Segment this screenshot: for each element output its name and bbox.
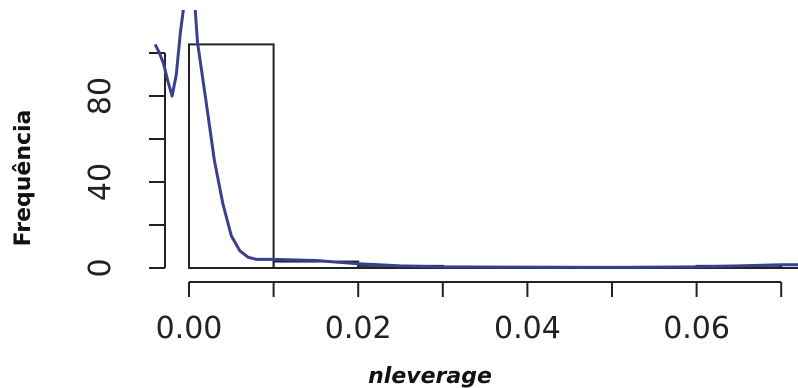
x-tick-label: 0.04 <box>494 311 561 346</box>
x-axis: 0.00 0.02 0.04 0.06 <box>156 281 783 346</box>
x-tick-label: 0.06 <box>663 311 730 346</box>
x-tick-label: 0.00 <box>156 311 223 346</box>
y-axis: 0 40 80 <box>83 52 166 278</box>
y-tick-label: 0 <box>83 258 118 277</box>
y-tick-label: 80 <box>83 77 118 115</box>
x-tick-label: 0.02 <box>325 311 392 346</box>
y-tick-label: 40 <box>83 163 118 201</box>
density-line <box>153 10 798 269</box>
histogram-bars <box>188 43 798 270</box>
y-axis-title: Frequência <box>11 110 36 247</box>
density-line-group <box>153 10 798 269</box>
x-axis-title: nleverage <box>368 364 492 388</box>
